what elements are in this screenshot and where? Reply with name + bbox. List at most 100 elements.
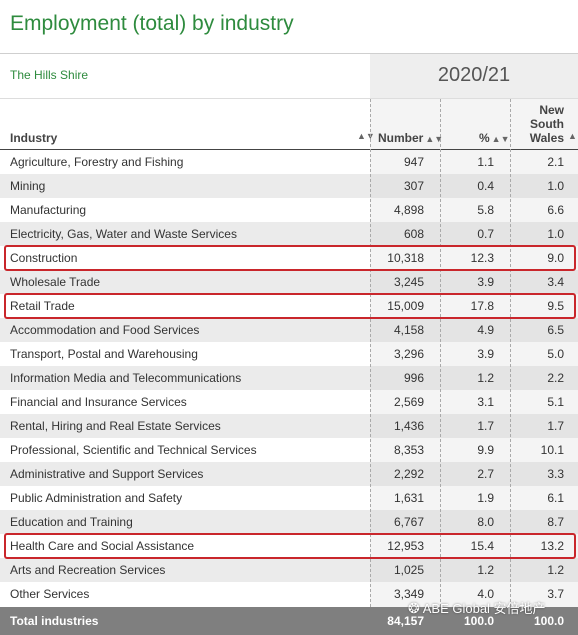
watermark-text: ABE Global 安倍地产 [422, 601, 546, 616]
row-nsw: 1.0 [547, 227, 564, 241]
wechat-icon: ❂ [408, 600, 420, 616]
row-percent: 3.9 [477, 275, 494, 289]
row-industry: Wholesale Trade [10, 275, 101, 289]
row-number: 12,953 [387, 539, 424, 553]
table-row: Retail Trade 15,009 17.8 9.5 [0, 294, 578, 318]
row-nsw: 6.5 [547, 323, 564, 337]
row-data-cells [370, 198, 578, 222]
header-percent[interactable]: % ▲▼ [479, 131, 510, 146]
row-number: 996 [403, 371, 424, 385]
row-data-cells [370, 342, 578, 366]
row-data-cells [370, 270, 578, 294]
row-data-cells [370, 294, 578, 318]
total-nsw: 100.0 [533, 614, 564, 628]
header-nsw[interactable]: New South Wales [526, 103, 564, 145]
row-percent: 2.7 [477, 467, 494, 481]
row-industry: Education and Training [10, 515, 133, 529]
row-industry: Professional, Scientific and Technical S… [10, 443, 257, 457]
table-row: Wholesale Trade 3,245 3.9 3.4 [0, 270, 578, 294]
total-number: 84,157 [387, 614, 424, 628]
row-data-cells [370, 222, 578, 246]
row-nsw: 1.0 [547, 179, 564, 193]
table-row: Public Administration and Safety 1,631 1.9… [0, 486, 578, 510]
row-percent: 12.3 [470, 251, 494, 265]
header-nsw-line2: South [530, 117, 564, 131]
row-data-cells [370, 438, 578, 462]
row-number: 4,158 [393, 323, 424, 337]
row-number: 4,898 [393, 203, 424, 217]
header-nsw-line3: Wales [529, 131, 564, 145]
row-percent: 0.7 [477, 227, 494, 241]
row-nsw: 9.5 [547, 299, 564, 313]
row-industry: Retail Trade [10, 299, 75, 313]
row-percent: 15.4 [470, 539, 494, 553]
row-percent: 8.0 [477, 515, 494, 529]
table-row: Transport, Postal and Warehousing 3,296 3.… [0, 342, 578, 366]
sort-percent-icon[interactable]: ▲▼ [491, 134, 510, 144]
row-number: 3,296 [393, 347, 424, 361]
header-industry[interactable]: Industry [10, 131, 57, 145]
sort-nsw-icon[interactable]: ▲▼ [568, 131, 578, 141]
row-nsw: 9.0 [547, 251, 564, 265]
row-industry: Arts and Recreation Services [10, 563, 166, 577]
header-number[interactable]: Number ▲▼ [378, 131, 443, 146]
row-percent: 3.1 [477, 395, 494, 409]
year-divider [0, 98, 578, 99]
row-number: 2,292 [393, 467, 424, 481]
row-nsw: 3.3 [547, 467, 564, 481]
table-row: Financial and Insurance Services 2,569 3.1… [0, 390, 578, 414]
row-percent: 1.9 [477, 491, 494, 505]
row-data-cells [370, 462, 578, 486]
sort-number-icon[interactable]: ▲▼ [425, 134, 444, 144]
row-data-cells [370, 174, 578, 198]
header-industry-label: Industry [10, 131, 58, 145]
row-nsw: 1.2 [547, 563, 564, 577]
row-number: 1,436 [393, 419, 424, 433]
row-industry: Health Care and Social Assistance [10, 539, 195, 553]
row-percent: 4.0 [477, 587, 494, 601]
total-percent: 100.0 [463, 614, 494, 628]
row-data-cells [370, 150, 578, 174]
row-number: 307 [403, 179, 424, 193]
area-name: The Hills Shire [10, 68, 89, 82]
row-nsw: 10.1 [540, 443, 564, 457]
header-percent-label: % [479, 131, 490, 145]
row-number: 15,009 [387, 299, 424, 313]
row-number: 947 [403, 155, 424, 169]
row-data-cells [370, 510, 578, 534]
table-row: Professional, Scientific and Technical S… [0, 438, 578, 462]
row-industry: Financial and Insurance Services [10, 395, 187, 409]
row-nsw: 6.6 [547, 203, 564, 217]
table-row: Agriculture, Forestry and Fishing 947 1.1 2… [0, 150, 578, 174]
row-nsw: 3.4 [547, 275, 564, 289]
row-industry: Rental, Hiring and Real Estate Services [10, 419, 221, 433]
row-industry: Transport, Postal and Warehousing [10, 347, 198, 361]
row-percent: 1.1 [477, 155, 494, 169]
row-industry: Other Services [10, 587, 90, 601]
table-row: Administrative and Support Services 2,292… [0, 462, 578, 486]
row-percent: 4.9 [477, 323, 494, 337]
row-data-cells [370, 366, 578, 390]
total-label: Total industries [10, 614, 99, 628]
row-nsw: 5.1 [547, 395, 564, 409]
row-percent: 1.7 [477, 419, 494, 433]
row-percent: 1.2 [477, 563, 494, 577]
row-nsw: 6.1 [547, 491, 564, 505]
row-data-cells [370, 318, 578, 342]
row-percent: 3.9 [477, 347, 494, 361]
row-industry: Mining [10, 179, 46, 193]
row-industry: Electricity, Gas, Water and Waste Servic… [10, 227, 237, 241]
row-nsw: 3.7 [547, 587, 564, 601]
row-industry: Construction [10, 251, 78, 265]
row-number: 1,631 [393, 491, 424, 505]
row-industry: Public Administration and Safety [10, 491, 183, 505]
row-nsw: 13.2 [540, 539, 564, 553]
sort-industry-icon[interactable]: ▲▼ [357, 131, 375, 141]
highlight-box [4, 293, 576, 319]
highlight-box [4, 533, 576, 559]
table-row: Arts and Recreation Services 1,025 1.2 1.2 [0, 558, 578, 582]
row-number: 10,318 [387, 251, 424, 265]
row-percent: 1.2 [477, 371, 494, 385]
table-row: Education and Training 6,767 8.0 8.7 [0, 510, 578, 534]
watermark: ❂ ABE Global 安倍地产 [408, 598, 546, 617]
